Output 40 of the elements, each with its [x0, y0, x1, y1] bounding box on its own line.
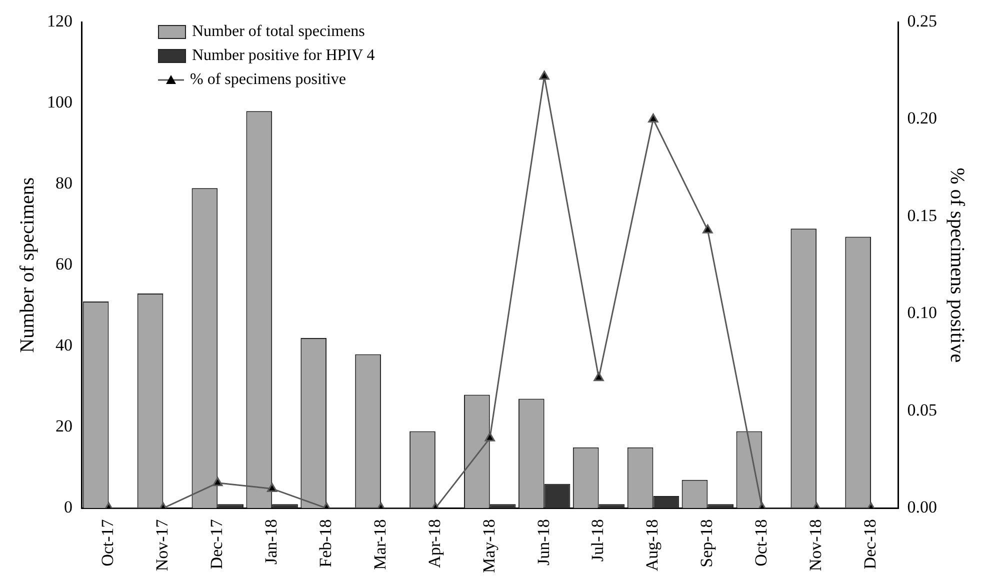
y-tick-label: 40: [56, 336, 72, 355]
x-tick-label: Oct-17: [98, 518, 118, 566]
x-tick-label: May-18: [479, 519, 498, 574]
legend-label: % of specimens positive: [190, 70, 346, 90]
y-tick-label: 60: [56, 254, 72, 274]
y2-tick-label: 0.25: [907, 11, 937, 30]
x-tick-label: Jun-18: [534, 519, 553, 566]
x-tick-label: Jan-18: [262, 519, 281, 565]
y-tick-label: 120: [47, 11, 72, 30]
point: [266, 482, 278, 492]
x-tick-label: Mar-18: [370, 519, 390, 570]
x-tick-label: Nov-18: [806, 519, 826, 572]
x-tick-label: Dec-18: [860, 519, 880, 570]
x-tick-label: Nov-17: [152, 518, 172, 572]
point: [594, 372, 604, 382]
y2-tick-label: 0.10: [907, 303, 937, 322]
x-tick-label: Feb-18: [316, 519, 335, 568]
point: [484, 432, 495, 442]
point: [212, 477, 223, 486]
x-tick-label: Aug-18: [642, 519, 662, 572]
point: [648, 113, 658, 122]
x-tick-label: Sep-18: [697, 519, 716, 568]
legend-label: Number positive for HPIV 4: [192, 46, 375, 66]
y-tick-label: 80: [56, 174, 72, 193]
y2-tick-label: 0.15: [907, 206, 937, 225]
point: [539, 70, 550, 80]
y-tick-label: 100: [47, 92, 72, 112]
x-tick-label: Jul-18: [588, 519, 608, 562]
y-axis-title: Number of specimens: [16, 177, 38, 353]
y-tick-label: 0: [64, 498, 72, 517]
y2-tick-label: 0.20: [907, 108, 937, 128]
y2-tick-label: 0.05: [907, 400, 937, 420]
y-tick-label: 20: [56, 416, 72, 436]
point: [702, 224, 713, 234]
y2-tick-label: 0.00: [907, 498, 937, 517]
x-tick-label: Oct-18: [752, 519, 771, 566]
legend-label: Number of total specimens: [192, 22, 365, 42]
x-tick-label: Dec-17: [207, 518, 226, 570]
y2-axis-title: % of specimens positive: [946, 168, 968, 363]
x-tick-label: Apr-18: [424, 519, 444, 568]
